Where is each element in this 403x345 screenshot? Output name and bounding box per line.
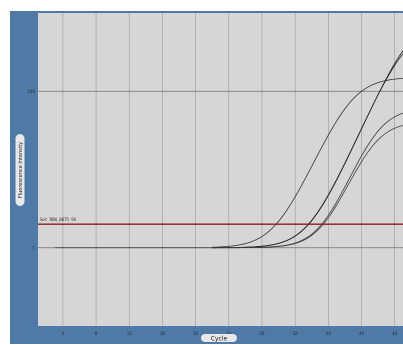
x-tick-label: 44: [392, 331, 398, 336]
y-axis-label: Fluorescence Intensity: [15, 134, 25, 206]
y-axis-label-text: Fluorescence Intensity: [18, 142, 24, 198]
x-tick-labels: 4 8 12 16 20 24 28 32 36 40 44: [62, 331, 398, 336]
plot-area: [38, 13, 403, 326]
amplification-curve-5[interactable]: [212, 112, 403, 249]
amplification-curve-1[interactable]: [212, 77, 403, 248]
x-axis-label-pill: [201, 334, 237, 342]
x-tick-label: 40: [359, 331, 365, 336]
x-tick-label: 24: [226, 331, 232, 336]
x-tick-label: 12: [127, 331, 133, 336]
y-axis-label-pill: [15, 134, 25, 206]
series-group: [54, 50, 403, 249]
threshold-label: Set ROW_0075 9A: [40, 217, 77, 222]
x-tick-label: 16: [160, 331, 166, 336]
x-tick-label: 8: [95, 331, 98, 336]
y-tick-label: 100: [27, 89, 35, 94]
x-tick-label: 4: [62, 331, 65, 336]
x-axis-label: Cycle: [201, 334, 237, 343]
x-tick-label: 36: [326, 331, 332, 336]
x-tick-label: 32: [293, 331, 299, 336]
x-axis-label-text: Cycle: [211, 336, 228, 343]
y-tick-labels: 100 1: [27, 89, 35, 251]
grid: [38, 13, 403, 326]
x-tick-label: 20: [193, 331, 199, 336]
x-tick-label: 28: [259, 331, 265, 336]
y-tick-label: 1: [32, 245, 35, 250]
